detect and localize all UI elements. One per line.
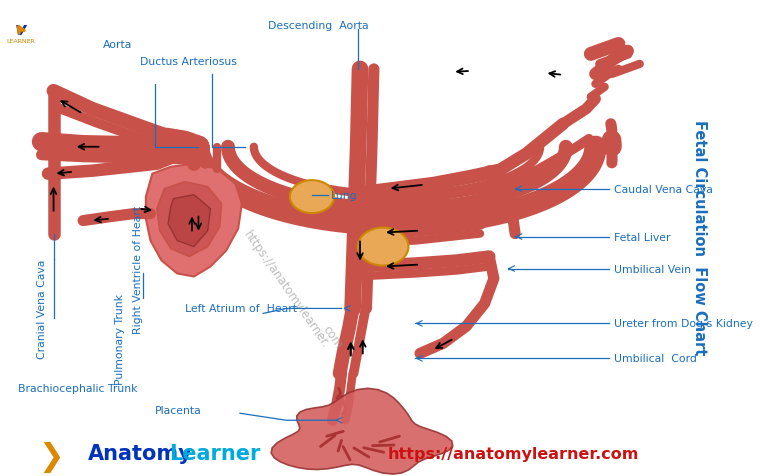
Text: https://anatomylearner.: https://anatomylearner. xyxy=(240,228,332,350)
Polygon shape xyxy=(271,388,453,474)
Ellipse shape xyxy=(290,181,334,214)
Text: Learner: Learner xyxy=(169,443,260,463)
Text: Fetal Liver: Fetal Liver xyxy=(614,232,670,242)
Polygon shape xyxy=(168,195,210,247)
Text: ❯: ❯ xyxy=(38,441,64,472)
Text: Pulmonary Trunk: Pulmonary Trunk xyxy=(115,293,125,384)
Text: Aorta: Aorta xyxy=(104,40,133,50)
Text: Lung: Lung xyxy=(330,190,357,200)
Text: v: v xyxy=(15,21,26,39)
Polygon shape xyxy=(157,182,221,257)
Text: Caudal Vena Cava: Caudal Vena Cava xyxy=(614,184,713,194)
Text: Anatomy: Anatomy xyxy=(88,443,193,463)
Text: Descending  Aorta: Descending Aorta xyxy=(268,21,369,31)
Text: com: com xyxy=(319,323,345,351)
Text: Cranial Vena Cava: Cranial Vena Cava xyxy=(37,259,47,358)
Text: https://anatomylearner.com: https://anatomylearner.com xyxy=(388,446,639,461)
Ellipse shape xyxy=(358,228,409,266)
Text: Brachiocephalic Trunk: Brachiocephalic Trunk xyxy=(18,384,138,394)
Text: Placenta: Placenta xyxy=(155,406,202,416)
Text: Ureter from Dog’s Kidney: Ureter from Dog’s Kidney xyxy=(614,319,753,329)
Polygon shape xyxy=(146,164,242,277)
Text: Left Atrium of  Heart: Left Atrium of Heart xyxy=(184,304,296,314)
Text: LEARNER: LEARNER xyxy=(6,40,35,44)
Text: Umbilical  Cord: Umbilical Cord xyxy=(614,354,697,364)
Text: Ductus Arteriosus: Ductus Arteriosus xyxy=(141,57,237,67)
Text: Umbilical Vein: Umbilical Vein xyxy=(614,264,691,274)
Text: Right Ventricle of Heart: Right Ventricle of Heart xyxy=(134,205,144,333)
Text: Fetal Circulation  Flow Chart: Fetal Circulation Flow Chart xyxy=(692,119,707,355)
